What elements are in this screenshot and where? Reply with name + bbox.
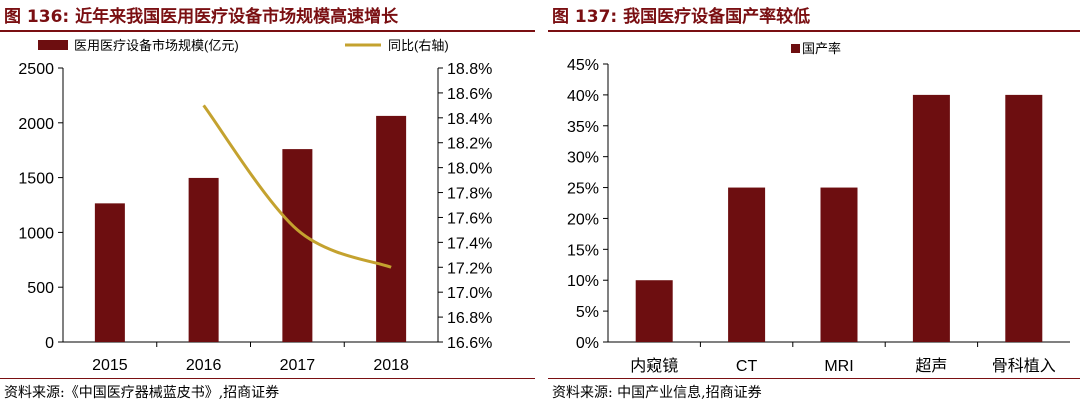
y-tick-label: 10% [567, 273, 599, 290]
y-tick-label-right: 18.8% [447, 61, 492, 78]
x-tick-label: 2016 [186, 357, 222, 374]
y-tick-label-right: 18.6% [447, 86, 492, 103]
bar-localization-rate [635, 280, 673, 342]
bar-market-size-2015 [94, 203, 125, 342]
bar-localization-rate [820, 187, 858, 342]
y-tick-label: 45% [567, 57, 599, 74]
y-tick-label-left: 1000 [18, 225, 54, 242]
legend-bar-swatch [791, 44, 800, 53]
legend-bar-label: 国产率 [802, 41, 841, 56]
y-tick-label-right: 17.6% [447, 210, 492, 227]
y-tick-label: 30% [567, 150, 599, 167]
right-source-rule [548, 378, 1080, 379]
y-tick-label-right: 18.2% [447, 136, 492, 153]
x-tick-label: 2018 [373, 357, 409, 374]
y-tick-label-left: 500 [27, 280, 54, 297]
y-tick-label-left: 0 [45, 335, 54, 352]
x-tick-label: 内窥镜 [630, 356, 678, 375]
legend-bar-label: 医用医疗设备市场规模(亿元) [74, 38, 239, 53]
yoy-growth-line [202, 104, 392, 269]
x-tick-label: 超声 [915, 357, 947, 375]
y-tick-label-right: 18.4% [447, 111, 492, 128]
y-tick-label-right: 16.6% [447, 335, 492, 352]
legend-bar-swatch [38, 40, 68, 50]
right-figure-title: 图 137: 我国医疗设备国产率较低 [552, 7, 811, 27]
y-tick-label-right: 17.4% [447, 235, 492, 252]
y-tick-label: 15% [567, 242, 599, 259]
market-size-chart: 医用医疗设备市场规模(亿元) 同比(右轴) 0 500 1000 1500 2000 2500… [18, 38, 492, 374]
y-tick-label-left: 2500 [18, 61, 54, 78]
y-tick-label-right: 18.0% [447, 161, 492, 178]
y-tick-label-right: 17.8% [447, 186, 492, 203]
bar-localization-rate [1005, 94, 1043, 342]
right-title-rule [548, 30, 1080, 32]
y-tick-label-left: 1500 [18, 171, 54, 188]
y-tick-label-right: 16.8% [447, 310, 492, 327]
x-tick-label: CT [736, 358, 758, 375]
y-tick-label: 40% [567, 88, 599, 105]
y-tick-label-left: 2000 [18, 116, 54, 133]
bar-market-size-2016 [188, 177, 219, 342]
y-tick-label: 35% [567, 119, 599, 136]
right-figure-panel: 图 137: 我国医疗设备国产率较低 国产率 0% 5% 10% 15% 20% 25% 30… [548, 0, 1080, 409]
y-tick-label: 25% [567, 181, 599, 198]
y-tick-label: 0% [576, 335, 599, 352]
y-tick-label-right: 17.2% [447, 260, 492, 277]
left-source-note: 资料来源:《中国医疗器械蓝皮书》,招商证券 [4, 385, 280, 401]
left-figure-title: 图 136: 近年来我国医用医疗设备市场规模高速增长 [4, 7, 399, 27]
left-title-rule [0, 30, 535, 32]
bar-localization-rate [912, 94, 950, 342]
x-tick-label: 骨科植入 [992, 357, 1056, 375]
right-source-note: 资料来源: 中国产业信息,招商证券 [552, 385, 762, 401]
x-tick-label: MRI [824, 358, 853, 375]
left-source-rule [0, 378, 535, 379]
x-tick-label: 2017 [280, 357, 316, 374]
bar-localization-rate [728, 187, 766, 342]
left-figure-panel: 图 136: 近年来我国医用医疗设备市场规模高速增长 医用医疗设备市场规模(亿元… [0, 0, 535, 409]
y-tick-label: 5% [576, 304, 599, 321]
y-tick-label: 20% [567, 211, 599, 228]
localization-rate-chart: 国产率 0% 5% 10% 15% 20% 25% 30% 35% 40% 45% 内窥镜 CT MRI 超… [567, 41, 1070, 375]
y-tick-label-right: 17.0% [447, 285, 492, 302]
bar-market-size-2017 [282, 149, 313, 342]
x-tick-label: 2015 [92, 357, 128, 374]
legend-line-label: 同比(右轴) [388, 38, 449, 53]
bar-market-size-2018 [376, 115, 407, 342]
